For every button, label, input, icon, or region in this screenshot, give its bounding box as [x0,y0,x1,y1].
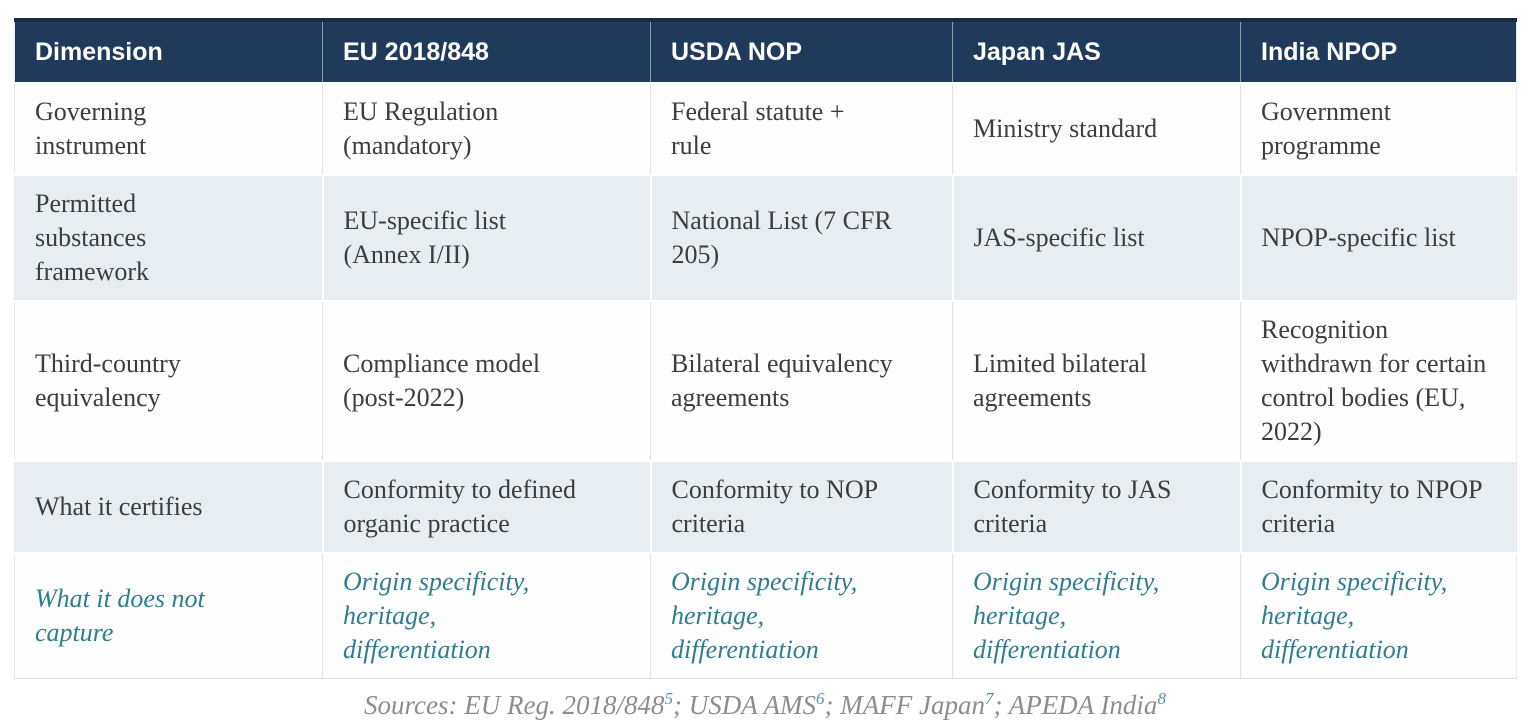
footnote-ref: 7 [984,689,994,708]
row-label-cell: Permitted substances framework [14,174,323,301]
source-citation: ; USDA AMS [673,690,816,720]
standards-comparison-table: Dimension EU 2018/848 USDA NOP Japan JAS Ind… [14,18,1517,679]
table-cell: Origin specificity, heritage, differenti… [952,552,1241,679]
row-label-cell: What it does not capture [14,552,323,679]
table-cell: Bilateral equivalency agreements [650,300,953,461]
footnote-ref: 6 [816,689,825,708]
table-cell: Conformity to JAS criteria [951,460,1241,553]
footnote-ref: 8 [1157,689,1166,708]
table-cell: Conformity to NOP criteria [649,460,953,553]
row-label-cell: What it certifies [14,460,323,553]
table-cell: Origin specificity, heritage, differenti… [322,552,651,679]
table-cell: NPOP-specific list [1239,174,1517,301]
source-citation: ; MAFF Japan [824,690,985,720]
column-header: India NPOP [1240,18,1517,83]
table-cell: Limited bilateral agreements [952,300,1241,461]
column-header: USDA NOP [650,18,953,83]
table-cell: Government programme [1240,82,1517,175]
table-cell: National List (7 CFR 205) [649,174,953,301]
table-cell: Conformity to defined organic practice [321,460,651,553]
table-body: Governing instrument EU Regulation (manda… [14,82,1517,679]
source-citation: Sources: EU Reg. 2018/848 [364,690,665,720]
table-row: What it certifies Conformity to defined o… [14,460,1517,553]
footnote-ref: 5 [664,689,674,708]
sources-line: Sources: EU Reg. 2018/8485; USDA AMS6; M… [14,679,1516,724]
table-cell: Ministry standard [952,82,1241,175]
table-row: Third-country equivalency Compliance mode… [14,300,1517,461]
table-cell: Federal statute + rule [650,82,953,175]
table-cell: Origin specificity, heritage, differenti… [650,552,953,679]
table-row: Permitted substances framework EU-specifi… [14,174,1517,301]
column-header: Japan JAS [952,18,1241,83]
table-row: Governing instrument EU Regulation (manda… [14,82,1517,175]
table-row: What it does not capture Origin specifici… [14,552,1517,679]
table-cell: EU-specific list (Annex I/II) [321,174,651,301]
table-cell: Conformity to NPOP criteria [1239,460,1517,553]
table-cell: Compliance model (post-2022) [322,300,651,461]
table-cell: JAS-specific list [951,174,1241,301]
table-cell: Origin specificity, heritage, differenti… [1240,552,1517,679]
header-row: Dimension EU 2018/848 USDA NOP Japan JAS Ind… [14,18,1517,83]
column-header: EU 2018/848 [322,18,651,83]
table-cell: EU Regulation (mandatory) [322,82,651,175]
table-cell: Recognition withdrawn for certain contro… [1240,300,1517,461]
column-header: Dimension [14,18,323,83]
row-label-cell: Governing instrument [14,82,323,175]
row-label-cell: Third-country equivalency [14,300,323,461]
source-citation: ; APEDA India [993,690,1158,720]
